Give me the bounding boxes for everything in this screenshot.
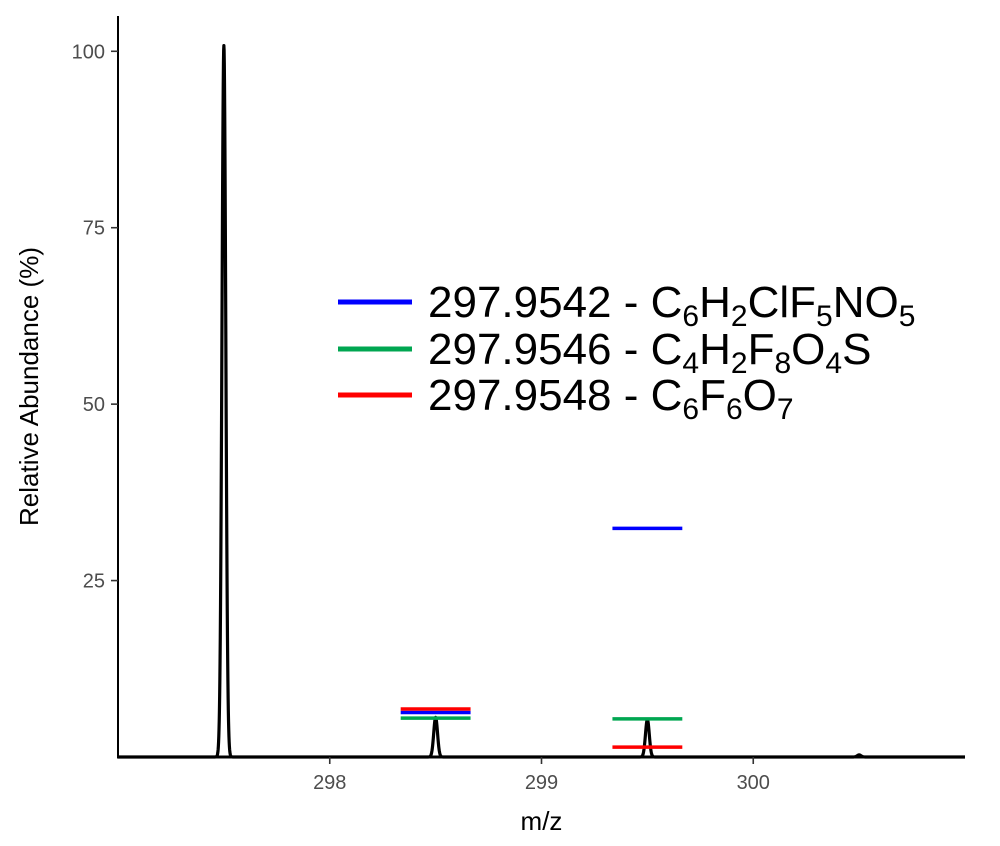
- legend-subscript: 4: [825, 347, 842, 380]
- x-tick-label: 300: [737, 772, 770, 794]
- legend-text-part: F: [748, 325, 775, 374]
- x-axis-title: m/z: [521, 806, 563, 836]
- legend-label-2: 297.9546 - C4H2F8O4S: [428, 325, 871, 380]
- legend-text-part: H: [699, 278, 731, 327]
- legend-subscript: 6: [682, 393, 699, 426]
- legend-label-3: 297.9548 - C6F6O7: [428, 371, 794, 426]
- y-axis-title: Relative Abundance (%): [14, 247, 44, 526]
- legend-subscript: 8: [774, 347, 791, 380]
- legend-subscript: 5: [816, 300, 833, 333]
- legend-subscript: 5: [899, 300, 916, 333]
- legend-subscript: 4: [682, 347, 699, 380]
- legend-subscript: 6: [726, 393, 743, 426]
- legend-text-part: S: [842, 325, 871, 374]
- legend-text-part: 297.9542 - C: [428, 278, 682, 327]
- x-tick-label: 299: [525, 772, 558, 794]
- legend-text-part: O: [791, 325, 825, 374]
- legend-subscript: 7: [777, 393, 794, 426]
- legend-text-part: F: [699, 371, 726, 420]
- y-tick-label: 25: [83, 571, 105, 593]
- x-tick-label: 298: [313, 772, 346, 794]
- legend-subscript: 2: [731, 347, 748, 380]
- legend-text-part: 297.9546 - C: [428, 325, 682, 374]
- legend-subscript: 6: [682, 300, 699, 333]
- legend-text-part: H: [699, 325, 731, 374]
- y-tick-label: 50: [83, 394, 105, 416]
- y-tick-label: 75: [83, 218, 105, 240]
- legend-label-1: 297.9542 - C6H2ClF5NO5: [428, 278, 915, 333]
- legend-subscript: 2: [731, 300, 748, 333]
- y-tick-label: 100: [72, 41, 105, 63]
- legend-text-part: 297.9548 - C: [428, 371, 682, 420]
- legend-text-part: O: [743, 371, 777, 420]
- legend-text-part: NO: [833, 278, 899, 327]
- legend-text-part: ClF: [748, 278, 816, 327]
